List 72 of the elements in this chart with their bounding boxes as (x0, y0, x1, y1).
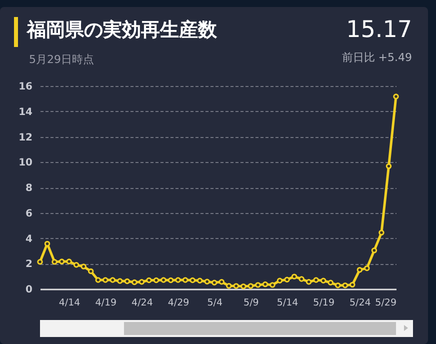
point (255, 282, 261, 288)
chart-title: 福岡県の実効再生産数 (27, 18, 217, 43)
y-tick-label: 0 (26, 284, 33, 296)
point (386, 163, 392, 170)
point (52, 258, 58, 265)
point (80, 264, 86, 270)
x-tick-label: 5/9 (244, 298, 259, 308)
point (226, 282, 232, 289)
point (88, 268, 94, 274)
point (95, 277, 101, 283)
point (320, 278, 326, 284)
point (66, 258, 72, 264)
point (124, 278, 130, 284)
y-tick-label: 8 (26, 183, 33, 194)
x-tick-label: 5/19 (313, 298, 335, 308)
point (182, 277, 188, 283)
point (211, 280, 218, 286)
point (102, 277, 108, 283)
x-tick-label: 4/14 (58, 298, 80, 308)
x-tick-label: 5/29 (375, 298, 396, 308)
point (393, 94, 399, 100)
point (58, 258, 65, 264)
point (291, 274, 298, 280)
point (110, 277, 116, 283)
point (378, 230, 384, 236)
point (73, 262, 80, 268)
x-tick-label: 4/19 (95, 298, 117, 308)
point (262, 281, 268, 288)
point (233, 283, 240, 289)
point (168, 277, 174, 284)
point (270, 282, 276, 288)
point (146, 277, 152, 284)
point (132, 279, 138, 286)
point (350, 282, 356, 288)
y-tick-label: 10 (18, 158, 33, 169)
x-tick-label: 5/4 (207, 298, 223, 308)
point (218, 279, 225, 285)
point (138, 279, 145, 285)
point (37, 258, 43, 265)
point (240, 283, 246, 290)
point (196, 278, 203, 284)
point (335, 282, 341, 288)
point (342, 282, 348, 288)
x-tick-label: 5/24 (350, 298, 371, 308)
y-tick-label: 16 (18, 82, 33, 92)
y-tick-label: 6 (26, 208, 33, 220)
point (328, 280, 334, 286)
y-tick-label: 12 (18, 132, 33, 144)
point (117, 278, 123, 284)
point (190, 277, 196, 284)
point (175, 277, 181, 283)
x-tick-label: 5/14 (276, 298, 298, 308)
y-tick-label: 4 (26, 234, 33, 245)
text: 15.17 (346, 17, 412, 43)
point (306, 279, 312, 285)
point (248, 283, 254, 289)
point (153, 277, 160, 284)
text: 前日比 +5.49 (342, 50, 412, 65)
point (298, 276, 304, 282)
point (371, 248, 378, 254)
point (160, 277, 166, 283)
x-tick-label: 4/29 (168, 298, 190, 308)
y-tick-label: 2 (26, 259, 33, 270)
point (356, 266, 363, 273)
point (204, 278, 210, 285)
point (313, 277, 319, 283)
point (276, 278, 283, 284)
x-tick-label: 4/24 (132, 298, 153, 308)
point (284, 276, 290, 282)
chart-subtitle: 5月29日時点 (29, 52, 94, 67)
point (364, 265, 370, 272)
y-tick-label: 14 (18, 106, 33, 118)
